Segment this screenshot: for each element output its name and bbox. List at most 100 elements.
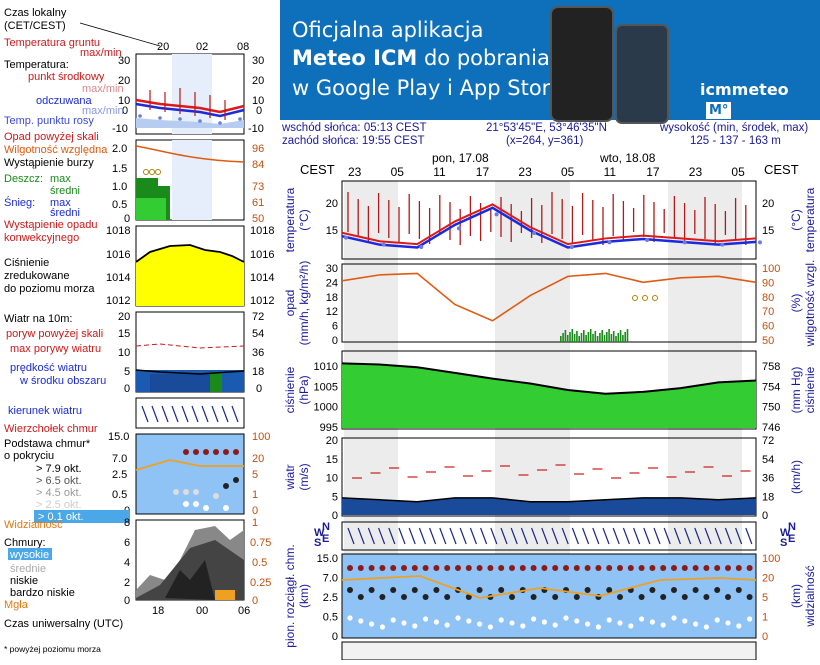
- cloud-base-point: [390, 587, 397, 593]
- press-tick-3: 995: [320, 422, 338, 434]
- wind-dir-arrow: [622, 527, 630, 545]
- dewpoint-point-11: [758, 240, 762, 245]
- cloud-low-point: [736, 623, 742, 629]
- wind-dir-arrow: [592, 527, 600, 545]
- vis-tick-1: 20: [762, 573, 774, 585]
- cloud-top-point: [714, 565, 721, 571]
- cloud-top-point: [692, 565, 699, 571]
- legend-rain-mean: średni: [50, 185, 80, 197]
- precip-bar: [617, 333, 620, 342]
- svg-text:2: 2: [124, 577, 130, 589]
- cloud-base-point: [606, 587, 613, 593]
- cloud-top-point: [595, 565, 602, 571]
- cloud-base-point: [368, 587, 375, 593]
- svg-text:20: 20: [252, 453, 264, 465]
- wind-tick-r-4: 0: [762, 510, 768, 522]
- cloud-top-point: [671, 565, 677, 571]
- cloud-base-point: [347, 587, 353, 593]
- local-tick-02: 02: [196, 41, 208, 53]
- dewpoint-point-4: [494, 212, 499, 217]
- svg-text:54: 54: [252, 328, 264, 340]
- svg-text:5: 5: [252, 469, 258, 481]
- wind-dir-arrow: [745, 527, 753, 545]
- svg-text:7.0: 7.0: [112, 453, 127, 465]
- visibility-line: [341, 575, 757, 599]
- cloud-top-point: [703, 565, 710, 571]
- tz-label-right: CEST: [764, 162, 799, 177]
- svg-text:1018: 1018: [250, 225, 274, 237]
- dewpoint-point-7: [607, 240, 612, 245]
- precip-bar: [622, 335, 624, 342]
- wind-dir-arrow: [531, 527, 539, 545]
- hum-tick-3: 70: [762, 306, 774, 318]
- hour-label-4: 23: [518, 165, 532, 179]
- banner-line-2: Meteo ICM do pobrania: [292, 46, 550, 70]
- wind-tick-r-3: 18: [762, 491, 774, 503]
- cloud-low-point: [747, 616, 753, 622]
- cb-tick-4: 0: [332, 631, 338, 643]
- svg-text:73: 73: [252, 181, 264, 193]
- legend-conv-2: konwekcyjnego: [4, 232, 79, 244]
- app-banner[interactable]: Oficjalna aplikacja Meteo ICM do pobrani…: [280, 0, 820, 124]
- cb-axis-unit: (km): [297, 584, 311, 608]
- cb-tick-3: 0.5: [323, 612, 338, 624]
- legend-storm: Wystąpienie burzy: [4, 157, 94, 169]
- hum-axis-unit: (%): [789, 294, 803, 313]
- precip-bar: [564, 330, 567, 342]
- svg-text:50: 50: [252, 213, 264, 225]
- svg-text:0.5: 0.5: [112, 489, 127, 501]
- cloud-low-point: [660, 622, 666, 628]
- local-tick-20: 20: [157, 41, 169, 53]
- wind-dir-arrow: [480, 527, 488, 545]
- wind-dir-arrow: [418, 527, 426, 545]
- svg-text:8: 8: [124, 517, 130, 529]
- press-axis-label-right: ciśnienie: [803, 366, 817, 413]
- cloud-base-point: [530, 594, 537, 600]
- wind-axis-unit: (m/s): [297, 463, 311, 490]
- wind-dir-arrow: [520, 527, 528, 545]
- wind-line: [341, 497, 757, 503]
- svg-text:1016: 1016: [106, 249, 130, 261]
- svg-text:0.5: 0.5: [112, 199, 127, 211]
- cloud-base-point: [638, 594, 645, 600]
- legend-cloud-base-2: o pokryciu: [4, 450, 54, 462]
- legend-wind-dir: kierunek wiatru: [8, 405, 82, 417]
- cb-tick-0: 15.0: [317, 553, 338, 565]
- logo-badge: M°: [706, 102, 732, 119]
- legend-wind-speed-2: w środku obszaru: [19, 375, 106, 387]
- legend-wind: Wiatr na 10m:: [4, 313, 72, 325]
- wind-tick-1: 15: [326, 454, 338, 466]
- svg-text:1014: 1014: [250, 272, 274, 284]
- svg-text:6: 6: [124, 537, 130, 549]
- svg-text:1.5: 1.5: [112, 163, 127, 175]
- utc-ticks: 18 00 06: [152, 605, 250, 617]
- press-tick-r-2: 750: [762, 402, 780, 414]
- elevation-values: 125 - 137 - 163 m: [690, 135, 781, 147]
- press-axis-unit-right: (mm Hg): [789, 367, 803, 414]
- cloud-low-point: [477, 621, 483, 627]
- precip-bar: [571, 329, 574, 342]
- cloud-base-point: [660, 594, 667, 600]
- hour-label-2: 11: [433, 165, 446, 179]
- cloud-low-point: [433, 619, 439, 625]
- svg-text:15: 15: [118, 328, 130, 340]
- cloud-low-point: [444, 622, 450, 628]
- cloud-top-point: [390, 565, 397, 571]
- wind-dir-arrow: [643, 527, 651, 545]
- legend-gust-above: poryw powyżej skali: [6, 328, 103, 340]
- cloud-base-point: [617, 594, 623, 600]
- cloud-base-point: [573, 594, 580, 600]
- cloud-low-point: [455, 615, 461, 621]
- cloud-top-point: [660, 565, 667, 571]
- cb-ticks-left: 15.07.0 2.50.5 0: [108, 431, 130, 517]
- legend-okt-4: > 2.5 okt.: [36, 499, 82, 511]
- precip-tick-1: 24: [326, 277, 338, 289]
- svg-text:N: N: [322, 521, 330, 533]
- legend-pressure-3: do poziomu morza: [4, 283, 95, 295]
- hum-tick-0: 100: [762, 263, 780, 275]
- press-ticks-left: 1018 1016 1014 1012: [106, 225, 130, 307]
- wind-dir-arrow: [561, 527, 569, 545]
- svg-text:0: 0: [252, 595, 258, 607]
